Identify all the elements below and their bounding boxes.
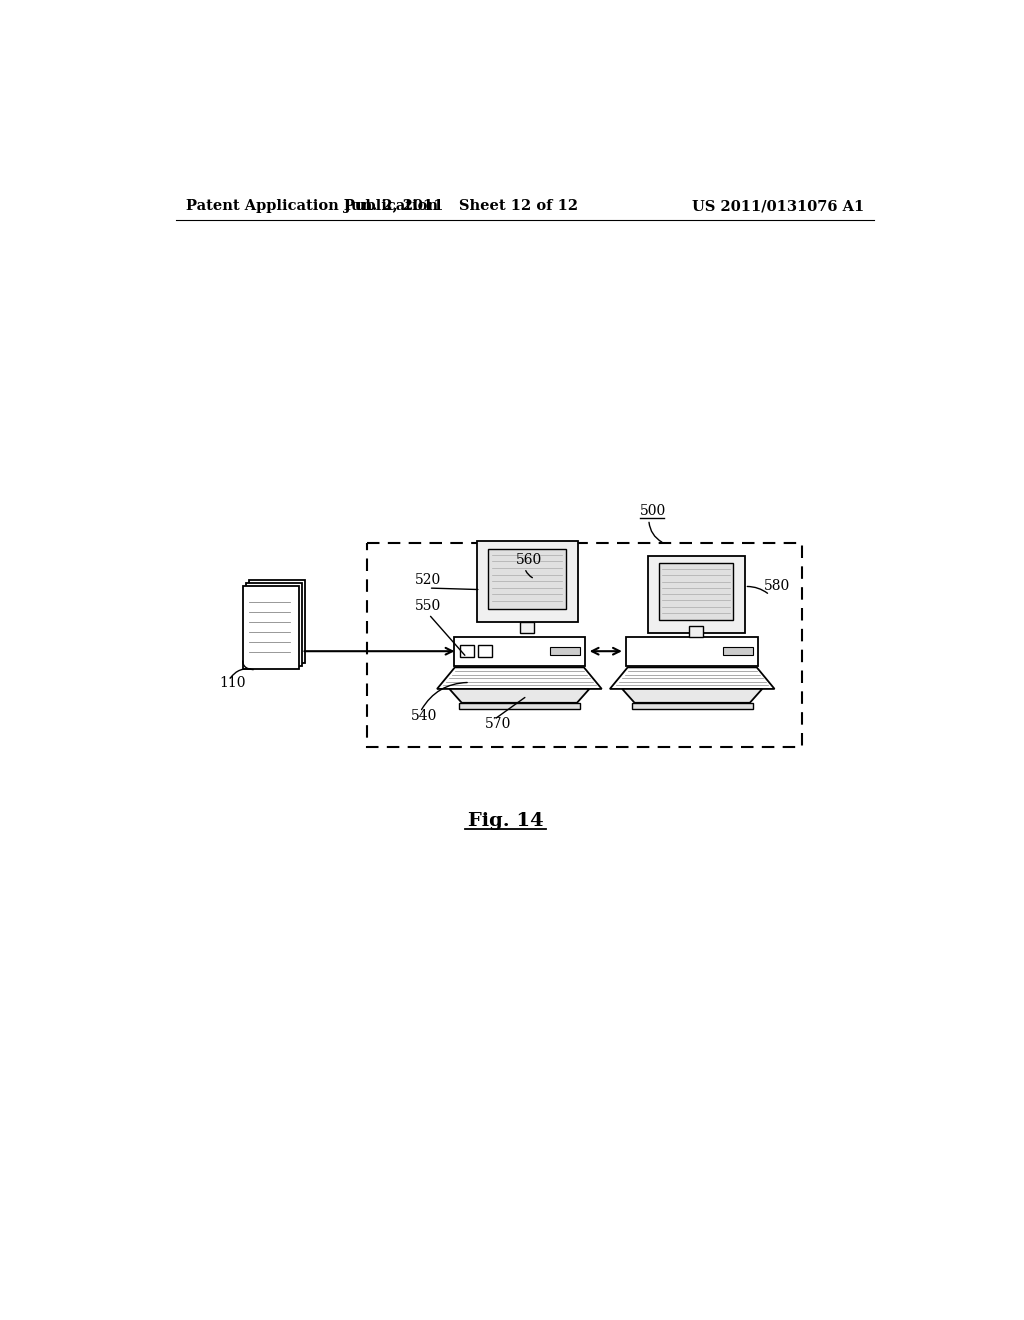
Polygon shape [610, 668, 774, 689]
Bar [367, 544, 802, 747]
Bar [488, 549, 566, 609]
Bar [689, 626, 703, 636]
Bar [249, 579, 305, 663]
Text: 570: 570 [484, 717, 511, 731]
Bar [460, 645, 474, 657]
Bar [243, 586, 299, 669]
Text: Fig. 14: Fig. 14 [468, 812, 544, 829]
Polygon shape [437, 668, 602, 689]
Text: 540: 540 [411, 709, 437, 723]
Text: 550: 550 [415, 599, 441, 612]
Bar [246, 582, 302, 665]
Bar [632, 702, 753, 709]
Text: 560: 560 [515, 553, 542, 566]
Text: US 2011/0131076 A1: US 2011/0131076 A1 [692, 199, 864, 213]
Text: 500: 500 [640, 504, 666, 517]
Polygon shape [623, 689, 762, 702]
Bar [454, 636, 586, 665]
Text: Jun. 2, 2011   Sheet 12 of 12: Jun. 2, 2011 Sheet 12 of 12 [344, 199, 579, 213]
Bar [723, 647, 753, 655]
Bar [459, 702, 580, 709]
Bar [627, 636, 758, 665]
Text: 110: 110 [219, 676, 246, 690]
Polygon shape [450, 689, 590, 702]
Text: 580: 580 [764, 579, 790, 594]
Bar [647, 556, 744, 632]
Bar [520, 622, 535, 632]
Text: 520: 520 [415, 573, 441, 586]
Bar [477, 541, 578, 622]
Bar [478, 645, 493, 657]
Bar [550, 647, 580, 655]
Text: Patent Application Publication: Patent Application Publication [186, 199, 438, 213]
Bar [658, 564, 733, 620]
